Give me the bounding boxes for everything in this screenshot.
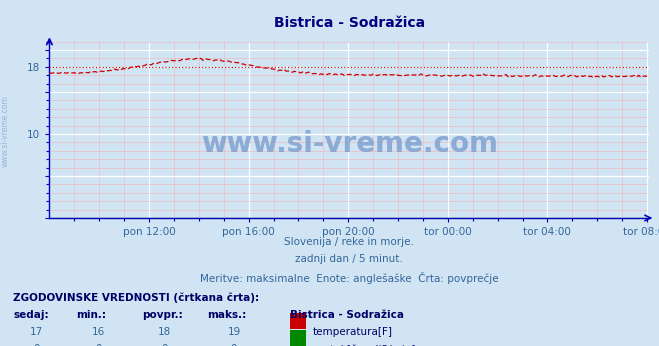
Text: Bistrica - Sodražica: Bistrica - Sodražica	[290, 310, 404, 320]
Text: maks.:: maks.:	[208, 310, 247, 320]
Text: min.:: min.:	[76, 310, 106, 320]
Text: www.si-vreme.com: www.si-vreme.com	[1, 95, 10, 167]
Text: 16: 16	[92, 327, 105, 337]
Text: 0: 0	[33, 344, 40, 346]
Text: Slovenija / reke in morje.: Slovenija / reke in morje.	[284, 237, 415, 247]
Text: 19: 19	[227, 327, 241, 337]
Text: Meritve: maksimalne  Enote: anglešaške  Črta: povprečje: Meritve: maksimalne Enote: anglešaške Čr…	[200, 272, 499, 284]
Text: 17: 17	[30, 327, 43, 337]
Text: pretok[čevelj3/min]: pretok[čevelj3/min]	[313, 344, 416, 346]
Text: temperatura[F]: temperatura[F]	[313, 327, 393, 337]
Text: www.si-vreme.com: www.si-vreme.com	[201, 130, 498, 158]
Text: zadnji dan / 5 minut.: zadnji dan / 5 minut.	[295, 254, 403, 264]
Text: Bistrica - Sodražica: Bistrica - Sodražica	[273, 16, 425, 29]
Text: 0: 0	[161, 344, 168, 346]
Text: sedaj:: sedaj:	[13, 310, 49, 320]
Text: ZGODOVINSKE VREDNOSTI (črtkana črta):: ZGODOVINSKE VREDNOSTI (črtkana črta):	[13, 292, 259, 303]
Text: 0: 0	[96, 344, 102, 346]
Text: 18: 18	[158, 327, 171, 337]
Text: povpr.:: povpr.:	[142, 310, 183, 320]
Text: 0: 0	[231, 344, 237, 346]
Text: www.si-vreme.com: www.si-vreme.com	[201, 130, 498, 158]
